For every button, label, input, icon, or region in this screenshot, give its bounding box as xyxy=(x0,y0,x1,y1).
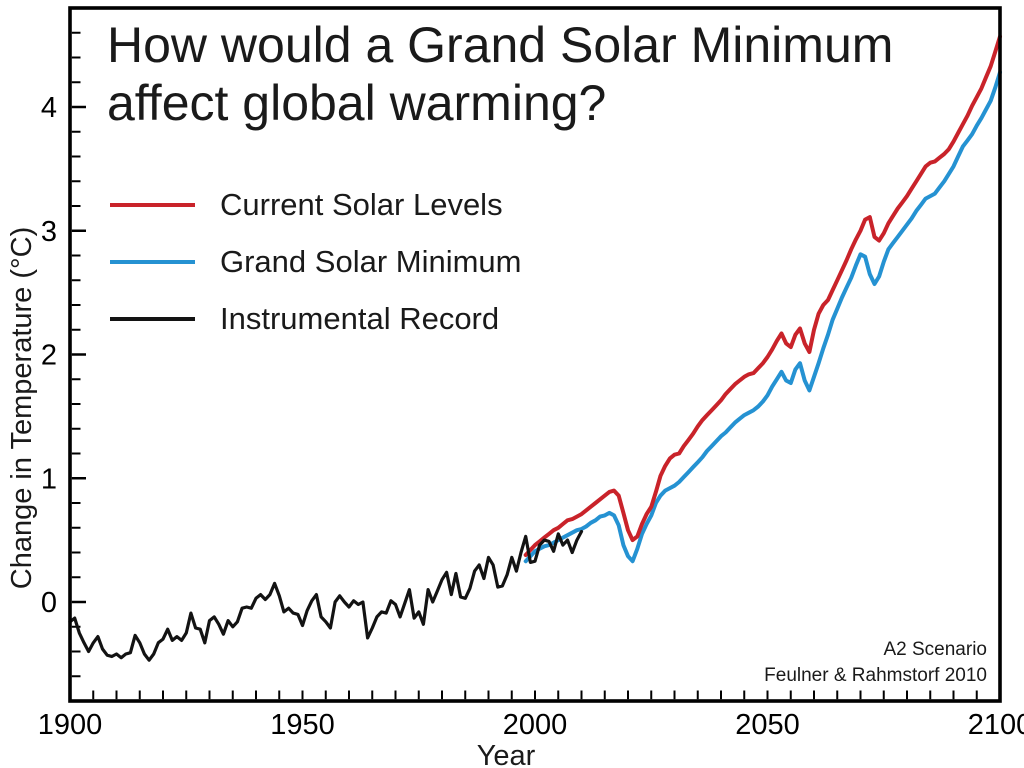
x-tick-label: 2000 xyxy=(503,709,568,741)
plot-border xyxy=(68,6,1002,703)
legend-label: Instrumental Record xyxy=(220,301,500,336)
legend-label: Grand Solar Minimum xyxy=(220,244,522,279)
x-tick-label: 1950 xyxy=(270,709,335,741)
y-axis-label: Change in Temperature (°C) xyxy=(6,226,38,590)
series-line-instrumental-record xyxy=(68,529,584,662)
legend-label: Current Solar Levels xyxy=(220,187,503,222)
legend-item-current-solar-levels: Current Solar Levels xyxy=(110,186,521,224)
series-line-current-solar-levels xyxy=(523,34,1002,557)
chart-title-line2: affect global warming? xyxy=(107,75,607,131)
y-tick-label: 0 xyxy=(41,587,57,619)
x-tick-label: 1900 xyxy=(38,709,103,741)
legend-swatch-red-line xyxy=(110,203,195,207)
legend-item-grand-solar-minimum: Grand Solar Minimum xyxy=(110,243,521,281)
x-tick-label: 2050 xyxy=(735,709,800,741)
y-tick-label: 2 xyxy=(41,340,57,372)
legend: Current Solar Levels Grand Solar Minimum… xyxy=(110,186,521,357)
chart-title: How would a Grand Solar Minimum affect g… xyxy=(107,16,893,132)
legend-item-instrumental-record: Instrumental Record xyxy=(110,300,521,338)
y-tick-label: 3 xyxy=(41,216,57,248)
annotation-citation: Feulner & Rahmstorf 2010 xyxy=(764,665,987,686)
y-tick-label: 1 xyxy=(41,463,57,495)
x-axis-label: Year xyxy=(476,740,536,768)
y-tick-label: 4 xyxy=(41,92,57,124)
legend-swatch-black-line xyxy=(110,317,195,321)
chart-title-line1: How would a Grand Solar Minimum xyxy=(107,17,894,73)
series-line-grand-solar-minimum xyxy=(523,70,1002,564)
annotation-scenario: A2 Scenario xyxy=(883,639,987,660)
legend-swatch-blue-line xyxy=(110,260,195,264)
source-annotation: A2 Scenario Feulner & Rahmstorf 2010 xyxy=(764,637,987,689)
